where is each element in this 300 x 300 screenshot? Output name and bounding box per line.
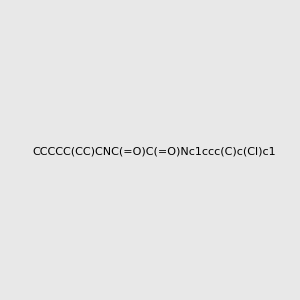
Text: CCCCC(CC)CNC(=O)C(=O)Nc1ccc(C)c(Cl)c1: CCCCC(CC)CNC(=O)C(=O)Nc1ccc(C)c(Cl)c1 [32,146,276,157]
